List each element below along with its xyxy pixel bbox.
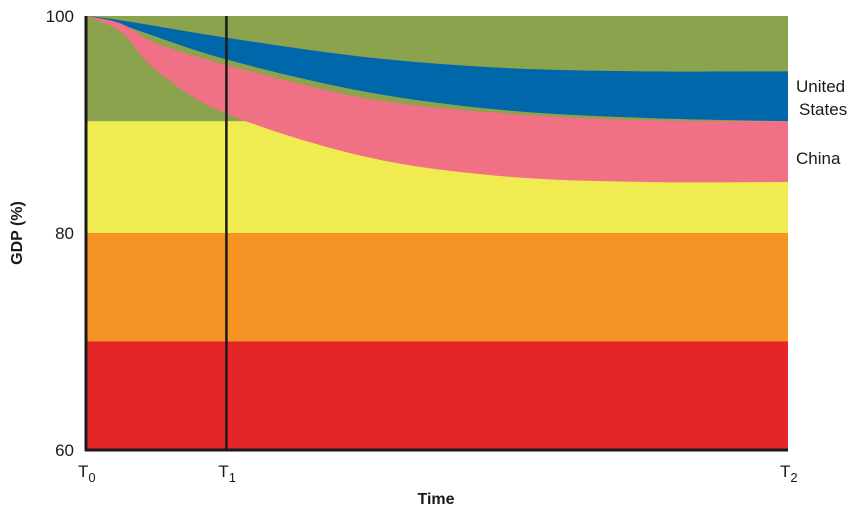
- band-0: [86, 341, 788, 450]
- series-areas: [86, 16, 788, 183]
- series-label-0-1: States: [799, 100, 847, 119]
- y-tick-label-1: 80: [55, 224, 74, 243]
- y-axis-label: GDP (%): [9, 201, 26, 265]
- band-1: [86, 233, 788, 342]
- x-tick-label-1: T1: [218, 462, 236, 485]
- y-tick-label-0: 100: [46, 7, 74, 26]
- axes: [84, 16, 788, 452]
- series-labels: United States China: [796, 77, 847, 168]
- y-tick-label-2: 60: [55, 441, 74, 460]
- series-area-0: [86, 16, 788, 122]
- x-tick-label-2: T2: [780, 462, 798, 485]
- series-area-1: [86, 16, 788, 183]
- x-axis-label: Time: [417, 491, 454, 508]
- x-tick-label-0: T0: [78, 462, 96, 485]
- series-label-1-0: China: [796, 149, 841, 168]
- series-label-0-0: United: [796, 77, 845, 96]
